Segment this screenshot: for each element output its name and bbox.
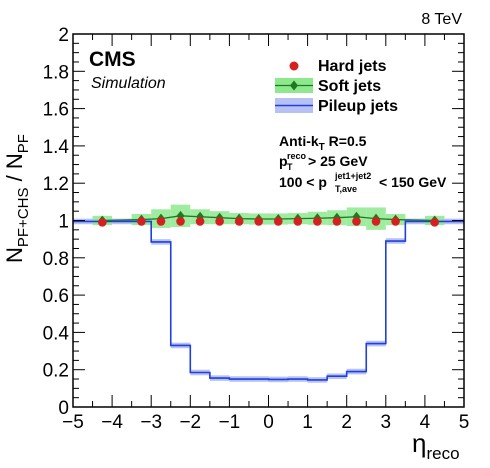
hard-marker bbox=[293, 217, 303, 226]
y-tick-label: 2 bbox=[58, 25, 69, 46]
axes: −5 −4 −3 −2 −1 0 1 2 3 4 5 0 0.2 0.4 0.6 0.8 1 1.2 1.4 1.6 1… bbox=[43, 25, 470, 433]
y-axis-title-main: N bbox=[2, 247, 27, 263]
annotation-algorithm-a: Anti-k bbox=[279, 133, 319, 149]
x-tick-label: 1 bbox=[302, 412, 313, 433]
y-tick-label: 1.2 bbox=[43, 174, 69, 195]
y-tick-label: 1 bbox=[58, 212, 69, 233]
y-tick-label: 1.8 bbox=[43, 62, 69, 83]
hard-marker bbox=[234, 217, 244, 226]
experiment-label: CMS bbox=[89, 48, 136, 71]
energy-label: 8 TeV bbox=[421, 11, 462, 28]
annotation-algorithm-b: R=0.5 bbox=[325, 133, 367, 149]
x-tick-label: −1 bbox=[219, 412, 241, 433]
y-axis-title-sub: PF+CHS bbox=[15, 188, 32, 248]
y-tick-label: 1.4 bbox=[43, 137, 70, 158]
soft-line bbox=[102, 215, 435, 222]
y-tick-label: 0.2 bbox=[43, 361, 69, 382]
hard-marker bbox=[352, 217, 361, 226]
x-axis-title-main: η bbox=[412, 428, 426, 458]
x-tick-label: 5 bbox=[459, 412, 470, 433]
legend-hard-marker bbox=[289, 61, 299, 71]
hard-marker bbox=[430, 218, 439, 227]
hard-marker bbox=[98, 218, 107, 227]
legend: Hard jets Soft jets Pileup jets bbox=[275, 58, 398, 115]
x-tick-label: 3 bbox=[381, 412, 392, 433]
legend-soft-marker bbox=[290, 80, 298, 91]
y-axis-title-sub2: PF bbox=[15, 134, 32, 153]
x-axis-title-sub: reco bbox=[426, 444, 459, 463]
y-tick-label: 0.4 bbox=[43, 323, 70, 344]
hard-marker bbox=[176, 217, 185, 226]
hard-jets-series bbox=[98, 217, 439, 227]
legend-hard-label: Hard jets bbox=[318, 58, 387, 75]
hard-marker bbox=[273, 217, 283, 226]
annotation-pt-ave-a: 100 < p bbox=[279, 174, 327, 190]
annotation-pt-ave-sup: jet1+jet2 bbox=[334, 171, 371, 181]
annotation-pt-p: p bbox=[279, 153, 288, 169]
x-tick-label: −5 bbox=[62, 412, 84, 433]
annotation-pt-ave-b: < 150 GeV bbox=[379, 174, 447, 190]
legend-entry-pileup: Pileup jets bbox=[275, 98, 398, 115]
y-tick-label: 0 bbox=[58, 398, 69, 419]
hard-marker bbox=[391, 217, 400, 226]
hard-marker bbox=[254, 217, 264, 226]
hard-marker bbox=[137, 217, 146, 226]
pileup-step-line bbox=[73, 220, 464, 381]
x-tick-label: −3 bbox=[140, 412, 162, 433]
annotation-pt-rest: > 25 GeV bbox=[308, 153, 368, 169]
x-tick-label: −2 bbox=[179, 412, 201, 433]
x-tick-label: 2 bbox=[341, 412, 352, 433]
subtitle-label: Simulation bbox=[91, 75, 166, 92]
hard-marker bbox=[195, 217, 205, 226]
legend-entry-hard: Hard jets bbox=[289, 58, 387, 75]
x-axis-title: ηreco bbox=[412, 428, 460, 463]
annotation-algorithm: Anti-kT R=0.5 bbox=[279, 133, 367, 153]
hard-marker bbox=[332, 217, 342, 226]
annotations: Anti-kT R=0.5 p reco T > 25 GeV 100 < p … bbox=[279, 133, 447, 194]
annotation-algorithm-sub: T bbox=[319, 142, 325, 153]
hard-marker bbox=[371, 217, 381, 226]
legend-entry-soft: Soft jets bbox=[275, 78, 381, 95]
annotation-pt-sup: reco bbox=[287, 151, 307, 161]
x-tick-label: 0 bbox=[263, 412, 274, 433]
pileup-histogram bbox=[73, 220, 464, 381]
y-tick-label: 0.6 bbox=[43, 286, 69, 307]
annotation-pt-cut: p bbox=[279, 153, 288, 169]
y-tick-label: 1.6 bbox=[43, 100, 69, 121]
hard-marker bbox=[215, 217, 224, 226]
y-axis-title-slash: / N bbox=[2, 153, 27, 187]
x-tick-label: −4 bbox=[101, 412, 123, 433]
y-axis-title: NPF+CHS / NPF bbox=[2, 134, 32, 263]
annotation-pt-ave-sub: T,ave bbox=[335, 184, 357, 194]
hard-marker bbox=[156, 217, 166, 226]
legend-pileup-label: Pileup jets bbox=[318, 98, 398, 115]
hard-marker bbox=[313, 217, 322, 226]
legend-soft-label: Soft jets bbox=[318, 78, 381, 95]
annotation-pt-sub: T bbox=[287, 162, 293, 172]
x-tick-label: 4 bbox=[420, 412, 431, 433]
y-tick-label: 0.8 bbox=[43, 249, 69, 270]
